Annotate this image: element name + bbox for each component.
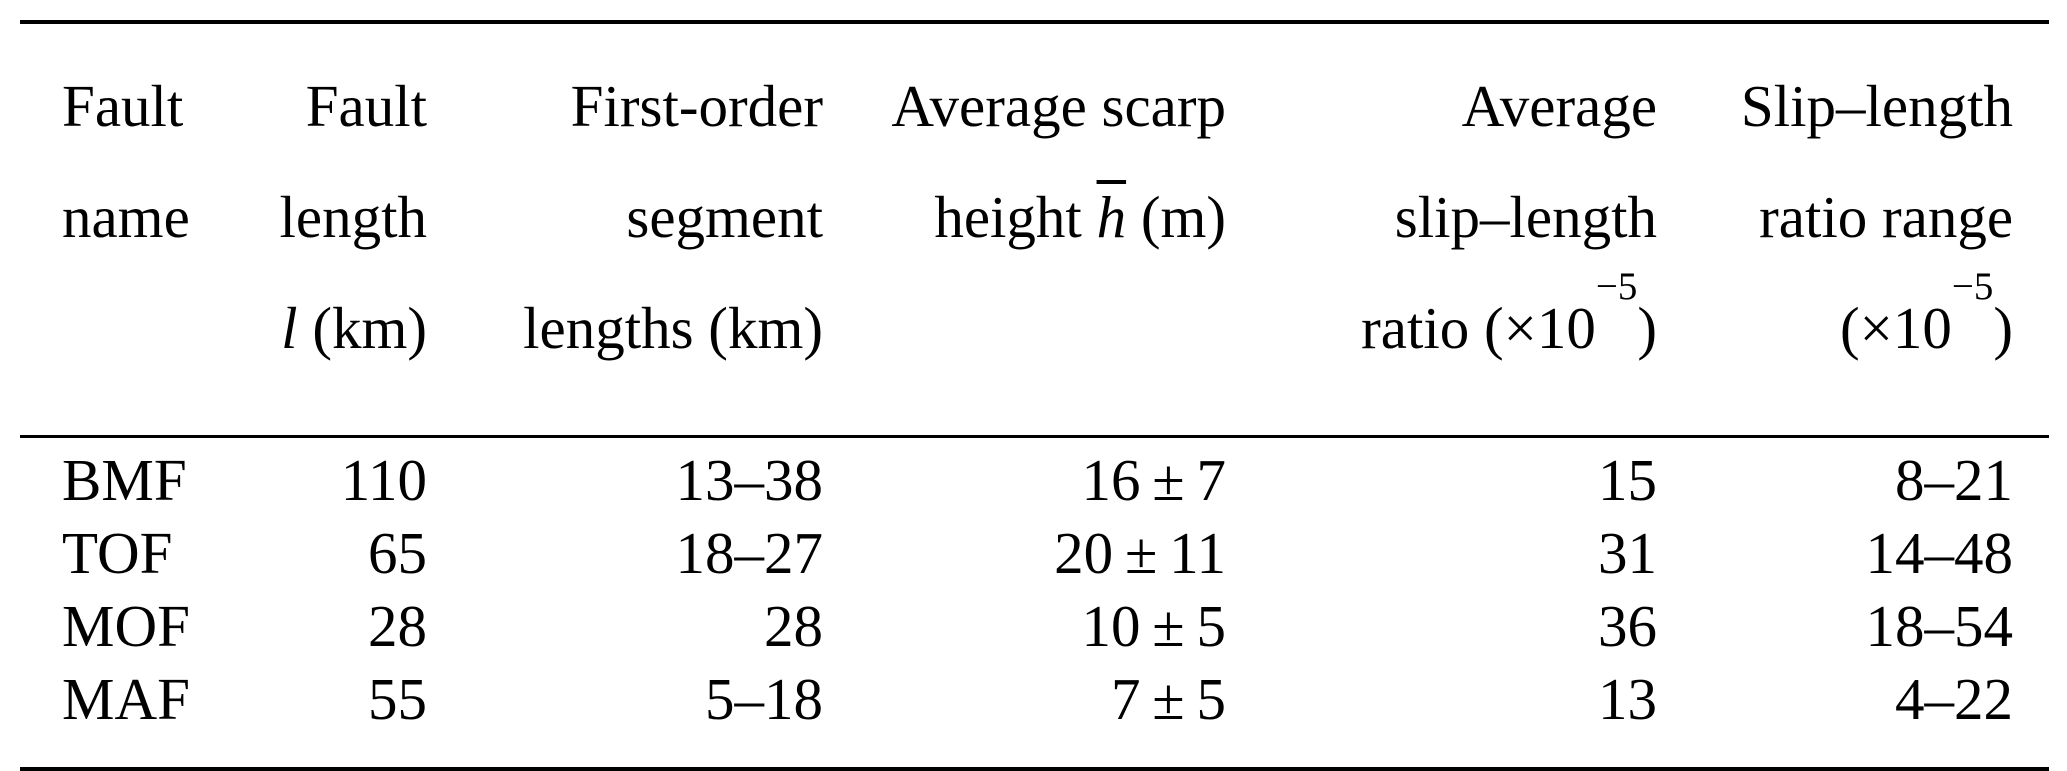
- cell-avg-scarp-height: 20 ± 11: [1054, 520, 1226, 586]
- header-line: Average: [1461, 73, 1657, 139]
- header-text: ratio (×10: [1361, 295, 1596, 361]
- header-row: Fault name Fault length l (km) First-ord…: [20, 22, 2049, 438]
- cell-avg-scarp-height: 16 ± 7: [1081, 447, 1226, 513]
- table-row: TOF 65 18–27 20 ± 11 31 14–48: [20, 517, 2049, 590]
- column-header-avg-slip-length-ratio: Average slip–length ratio (×10−5): [1226, 22, 1657, 438]
- column-header-fault-name: Fault name: [20, 22, 250, 438]
- cell-fault-length: 65: [368, 520, 427, 586]
- header-line: Slip–length: [1740, 73, 2013, 139]
- header-line: length: [279, 184, 427, 250]
- cell-ratio-range: 8–21: [1895, 447, 2013, 513]
- cell-fault-name: MOF: [62, 593, 190, 659]
- cell-ratio-range: 14–48: [1865, 520, 2014, 586]
- header-line: segment: [626, 184, 823, 250]
- cell-avg-slip-length-ratio: 31: [1598, 520, 1657, 586]
- cell-fault-length: 110: [340, 447, 427, 513]
- cell-fault-name: TOF: [62, 520, 173, 586]
- cell-ratio-range: 4–22: [1895, 666, 2013, 732]
- cell-segment-lengths: 13–38: [675, 447, 824, 513]
- unit-label: (km): [297, 295, 427, 361]
- header-text: height: [934, 184, 1097, 250]
- header-line: slip–length: [1394, 184, 1657, 250]
- header-line: Fault: [62, 73, 184, 139]
- header-line: Average scarp: [891, 73, 1226, 139]
- math-var-l: l: [281, 295, 298, 361]
- cell-fault-length: 28: [368, 593, 427, 659]
- cell-fault-name: MAF: [62, 666, 190, 732]
- header-text: ): [1993, 295, 2013, 361]
- exponent: −5: [1951, 265, 1994, 309]
- math-var-hbar: h: [1096, 184, 1127, 250]
- header-line: ratio (×10−5): [1226, 267, 1657, 366]
- header-line: (×10−5): [1657, 267, 2013, 366]
- unit-label: (m): [1126, 184, 1226, 250]
- cell-segment-lengths: 5–18: [705, 666, 823, 732]
- column-header-ratio-range: Slip–length ratio range (×10−5): [1657, 22, 2049, 438]
- header-line: height h (m): [823, 180, 1226, 255]
- cell-ratio-range: 18–54: [1865, 593, 2014, 659]
- cell-avg-slip-length-ratio: 36: [1598, 593, 1657, 659]
- cell-avg-slip-length-ratio: 13: [1598, 666, 1657, 732]
- cell-avg-scarp-height: 7 ± 5: [1110, 666, 1226, 732]
- header-text: (×10: [1840, 295, 1952, 361]
- header-line: l (km): [250, 291, 427, 366]
- table-row: MOF 28 28 10 ± 5 36 18–54: [20, 590, 2049, 663]
- cell-avg-slip-length-ratio: 15: [1598, 447, 1657, 513]
- cell-segment-lengths: 28: [764, 593, 823, 659]
- header-line: First-order: [570, 73, 823, 139]
- column-header-fault-length: Fault length l (km): [250, 22, 427, 438]
- cell-segment-lengths: 18–27: [675, 520, 824, 586]
- fault-parameters-table: Fault name Fault length l (km) First-ord…: [20, 20, 2049, 771]
- table-row: MAF 55 5–18 7 ± 5 13 4–22: [20, 663, 2049, 769]
- header-text: ): [1637, 295, 1657, 361]
- exponent: −5: [1595, 265, 1638, 309]
- cell-avg-scarp-height: 10 ± 5: [1081, 593, 1226, 659]
- header-line: lengths (km): [523, 295, 823, 361]
- table-row: BMF 110 13–38 16 ± 7 15 8–21: [20, 437, 2049, 518]
- header-line: ratio range: [1759, 184, 2013, 250]
- column-header-avg-scarp-height: Average scarp height h (m): [823, 22, 1226, 438]
- header-line: name: [62, 184, 190, 250]
- cell-fault-name: BMF: [62, 447, 187, 513]
- cell-fault-length: 55: [368, 666, 427, 732]
- header-line: Fault: [305, 73, 427, 139]
- column-header-segment-lengths: First-order segment lengths (km): [427, 22, 823, 438]
